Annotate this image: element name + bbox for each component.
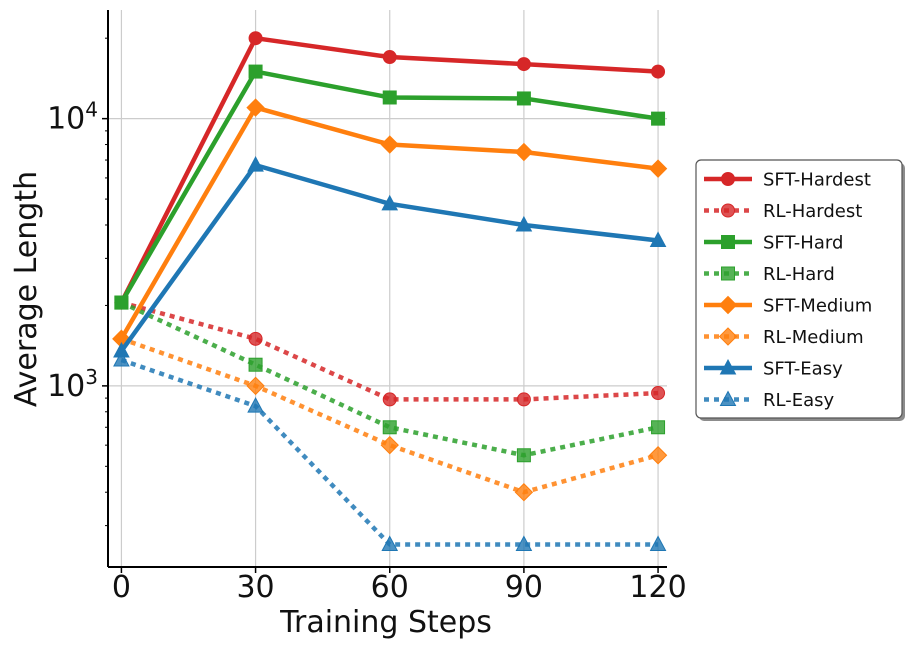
legend-entry: SFT-Easy [704, 359, 843, 380]
x-axis-label: Training Steps [279, 605, 492, 640]
data-point [113, 350, 130, 367]
x-tick-label: 120 [629, 570, 686, 605]
data-point [649, 535, 667, 551]
data-point [114, 295, 129, 310]
legend-label: SFT-Hardest [763, 170, 871, 191]
data-point [248, 64, 263, 79]
data-point [380, 135, 399, 154]
data-point [516, 57, 531, 72]
data-point [248, 331, 263, 346]
data-point [382, 50, 397, 65]
x-tick-label: 0 [112, 570, 131, 605]
series-sft-medium [112, 98, 668, 349]
data-point [515, 215, 533, 232]
legend-marker [718, 327, 738, 346]
data-point [248, 31, 263, 46]
data-point [248, 357, 263, 372]
axes [107, 10, 667, 568]
x-tick-label: 90 [505, 570, 543, 605]
data-point [651, 386, 666, 401]
y-axis-label: Average Length [9, 171, 44, 407]
legend-entry: RL-Hardest [704, 201, 862, 222]
legend-entry: RL-Easy [704, 390, 834, 411]
legend-label: SFT-Hard [763, 233, 843, 254]
legend-frame [695, 159, 903, 419]
x-tick-label: 30 [236, 570, 274, 605]
data-point [516, 448, 531, 463]
data-point [382, 420, 397, 435]
legend-entry: RL-Medium [704, 327, 864, 348]
data-point [515, 535, 533, 551]
data-point [651, 111, 666, 126]
legend-entry: SFT-Hardest [704, 170, 871, 191]
data-point [113, 341, 130, 358]
legend-marker [721, 172, 735, 186]
data-point [648, 446, 668, 465]
data-point [651, 64, 666, 79]
legend-marker [719, 358, 737, 375]
x-tick-label: 60 [371, 570, 409, 605]
legend-marker [721, 203, 735, 218]
data-point [247, 156, 264, 172]
legend-marker [721, 266, 735, 281]
y-tick-label: 104 [47, 98, 98, 137]
legend-marker [718, 295, 738, 315]
legend: SFT-Hardest RL-Hardest SFT-Hard RL-Hard SFT-… [695, 159, 905, 421]
ticks: 0 30 60 90 120 103 104 [47, 37, 687, 605]
legend-label: SFT-Easy [763, 359, 843, 380]
series-sft-easy [113, 156, 667, 358]
data-point [514, 483, 534, 502]
y-tick-label: 103 [47, 365, 98, 404]
series [112, 31, 668, 551]
legend-entry: SFT-Medium [704, 296, 872, 317]
data-point [648, 159, 668, 178]
legend-label: SFT-Medium [763, 296, 872, 317]
series-line [120, 336, 659, 495]
legend-label: RL-Hard [763, 264, 835, 285]
data-point [381, 194, 399, 211]
legend-label: RL-Medium [763, 327, 864, 348]
legend-entry: RL-Hard [704, 264, 835, 285]
data-point [649, 231, 667, 247]
data-point [380, 435, 399, 455]
series-rl-easy [113, 350, 667, 551]
data-point [514, 142, 534, 162]
data-point [246, 376, 265, 396]
data-point [651, 420, 666, 435]
data-point [246, 98, 265, 117]
legend-label: RL-Hardest [763, 201, 862, 222]
legend-marker [719, 390, 737, 406]
series-sft-hard [114, 64, 666, 310]
data-point [381, 535, 399, 551]
data-point [247, 397, 264, 413]
data-point [382, 90, 397, 105]
data-point [516, 392, 531, 407]
data-point [516, 91, 531, 106]
series-line [120, 300, 659, 402]
legend-marker [721, 235, 735, 249]
data-point [382, 392, 397, 407]
legend-label: RL-Easy [763, 390, 834, 411]
legend-entry: SFT-Hard [704, 233, 843, 254]
